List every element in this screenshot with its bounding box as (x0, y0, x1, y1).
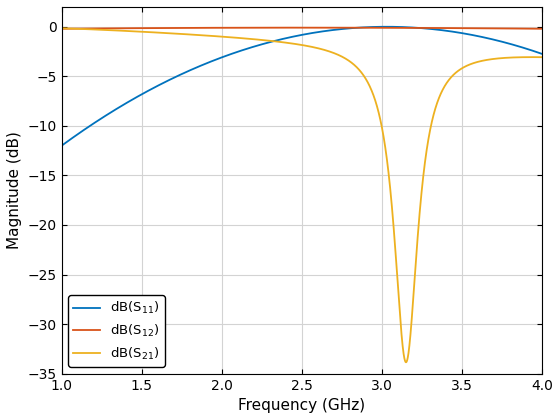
Line: dB(S$_{12}$): dB(S$_{12}$) (62, 28, 542, 29)
dB(S$_{11}$) (384, 24, 390, 29)
dB(S$_{12}$) (146, 26, 152, 31)
dB(S$_{12}$) (58, 26, 65, 32)
Line: dB(S$_{21}$): dB(S$_{21}$) (62, 28, 542, 362)
dB(S$_{11}$) (242, 47, 249, 52)
dB(S$_{21}$) (403, 360, 409, 365)
dB(S$_{11}$) (58, 143, 65, 148)
Line: dB(S$_{11}$): dB(S$_{11}$) (62, 27, 542, 146)
dB(S$_{21}$) (454, 69, 460, 74)
dB(S$_{12}$) (347, 25, 353, 30)
dB(S$_{21}$) (146, 29, 152, 34)
Legend: dB(S$_{11}$), dB(S$_{12}$), dB(S$_{21}$): dB(S$_{11}$), dB(S$_{12}$), dB(S$_{21}$) (68, 295, 165, 367)
dB(S$_{12}$) (298, 25, 305, 30)
dB(S$_{11}$) (347, 26, 353, 31)
dB(S$_{21}$) (242, 36, 249, 41)
dB(S$_{21}$) (539, 55, 545, 60)
dB(S$_{11}$) (454, 30, 460, 35)
dB(S$_{21}$) (58, 26, 65, 31)
dB(S$_{12}$) (417, 25, 423, 30)
dB(S$_{11}$) (146, 88, 152, 93)
dB(S$_{11}$) (539, 51, 545, 56)
dB(S$_{12}$) (539, 26, 545, 32)
dB(S$_{21}$) (417, 204, 423, 209)
Y-axis label: Magnitude (dB): Magnitude (dB) (7, 131, 22, 249)
dB(S$_{21}$) (347, 59, 353, 64)
dB(S$_{11}$) (371, 24, 377, 29)
dB(S$_{12}$) (242, 25, 249, 30)
dB(S$_{21}$) (371, 94, 377, 100)
X-axis label: Frequency (GHz): Frequency (GHz) (239, 398, 366, 413)
dB(S$_{12}$) (454, 26, 460, 31)
dB(S$_{11}$) (417, 26, 423, 31)
dB(S$_{12}$) (371, 25, 377, 30)
